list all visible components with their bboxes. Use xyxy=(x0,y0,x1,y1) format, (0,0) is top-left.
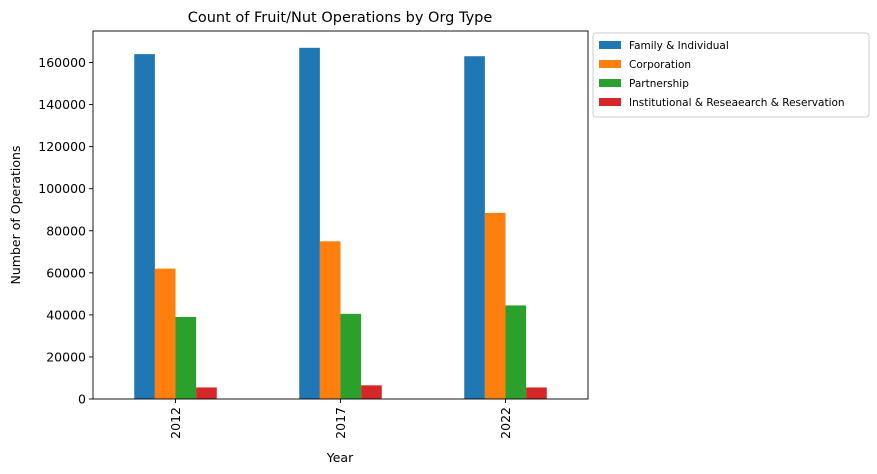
bar-2017-series-2 xyxy=(340,313,362,399)
bar-2017-series-1 xyxy=(319,241,341,399)
legend: Family & Individual Corporation Partnershi… xyxy=(592,32,870,118)
y-tick-label-160000: 160000 xyxy=(38,55,86,70)
y-tick-label-0: 0 xyxy=(78,392,86,407)
bar-2022-series-2 xyxy=(505,305,527,399)
bar-2022-series-1 xyxy=(484,212,506,399)
bar-2017-series-3 xyxy=(361,385,382,399)
plot-area xyxy=(92,30,589,400)
legend-swatch-3 xyxy=(599,98,621,106)
y-tick-label-20000: 20000 xyxy=(46,349,86,364)
y-tick-label-40000: 40000 xyxy=(46,307,86,322)
bar-2012-series-2 xyxy=(175,316,197,399)
legend-swatch-0 xyxy=(599,41,621,49)
bar-2022-series-0 xyxy=(464,56,485,399)
y-axis-label: Number of Operations xyxy=(8,146,23,285)
x-tick-label-2012: 2012 xyxy=(168,407,183,439)
y-axis: 0 20000 40000 60000 80000 100000 120000 140000 1… xyxy=(38,55,93,407)
legend-swatch-2 xyxy=(599,79,621,87)
legend-label-0: Family & Individual xyxy=(629,40,729,52)
x-axis-label: Year xyxy=(326,450,354,465)
chart-title: Count of Fruit/Nut Operations by Org Typ… xyxy=(188,10,493,26)
legend-box xyxy=(592,32,870,118)
x-tick-label-2022: 2022 xyxy=(498,407,513,439)
bar-2022-series-3 xyxy=(526,387,547,399)
legend-label-3: Institutional & Reseaearch & Reservation xyxy=(629,97,845,109)
y-tick-label-140000: 140000 xyxy=(38,97,86,112)
y-tick-label-60000: 60000 xyxy=(46,265,86,280)
bar-2017-series-0 xyxy=(299,47,320,399)
y-tick-label-100000: 100000 xyxy=(38,181,86,196)
bar-2012-series-1 xyxy=(154,268,176,399)
x-tick-label-2017: 2017 xyxy=(333,407,348,439)
legend-swatch-1 xyxy=(599,60,621,68)
legend-label-1: Corporation xyxy=(629,59,691,71)
bar-2012-series-3 xyxy=(196,387,217,399)
y-tick-label-120000: 120000 xyxy=(38,139,86,154)
x-axis: 2012 2017 2022 xyxy=(168,399,513,439)
legend-label-2: Partnership xyxy=(629,78,689,90)
y-tick-label-80000: 80000 xyxy=(46,223,86,238)
bar-2012-series-0 xyxy=(134,54,155,399)
